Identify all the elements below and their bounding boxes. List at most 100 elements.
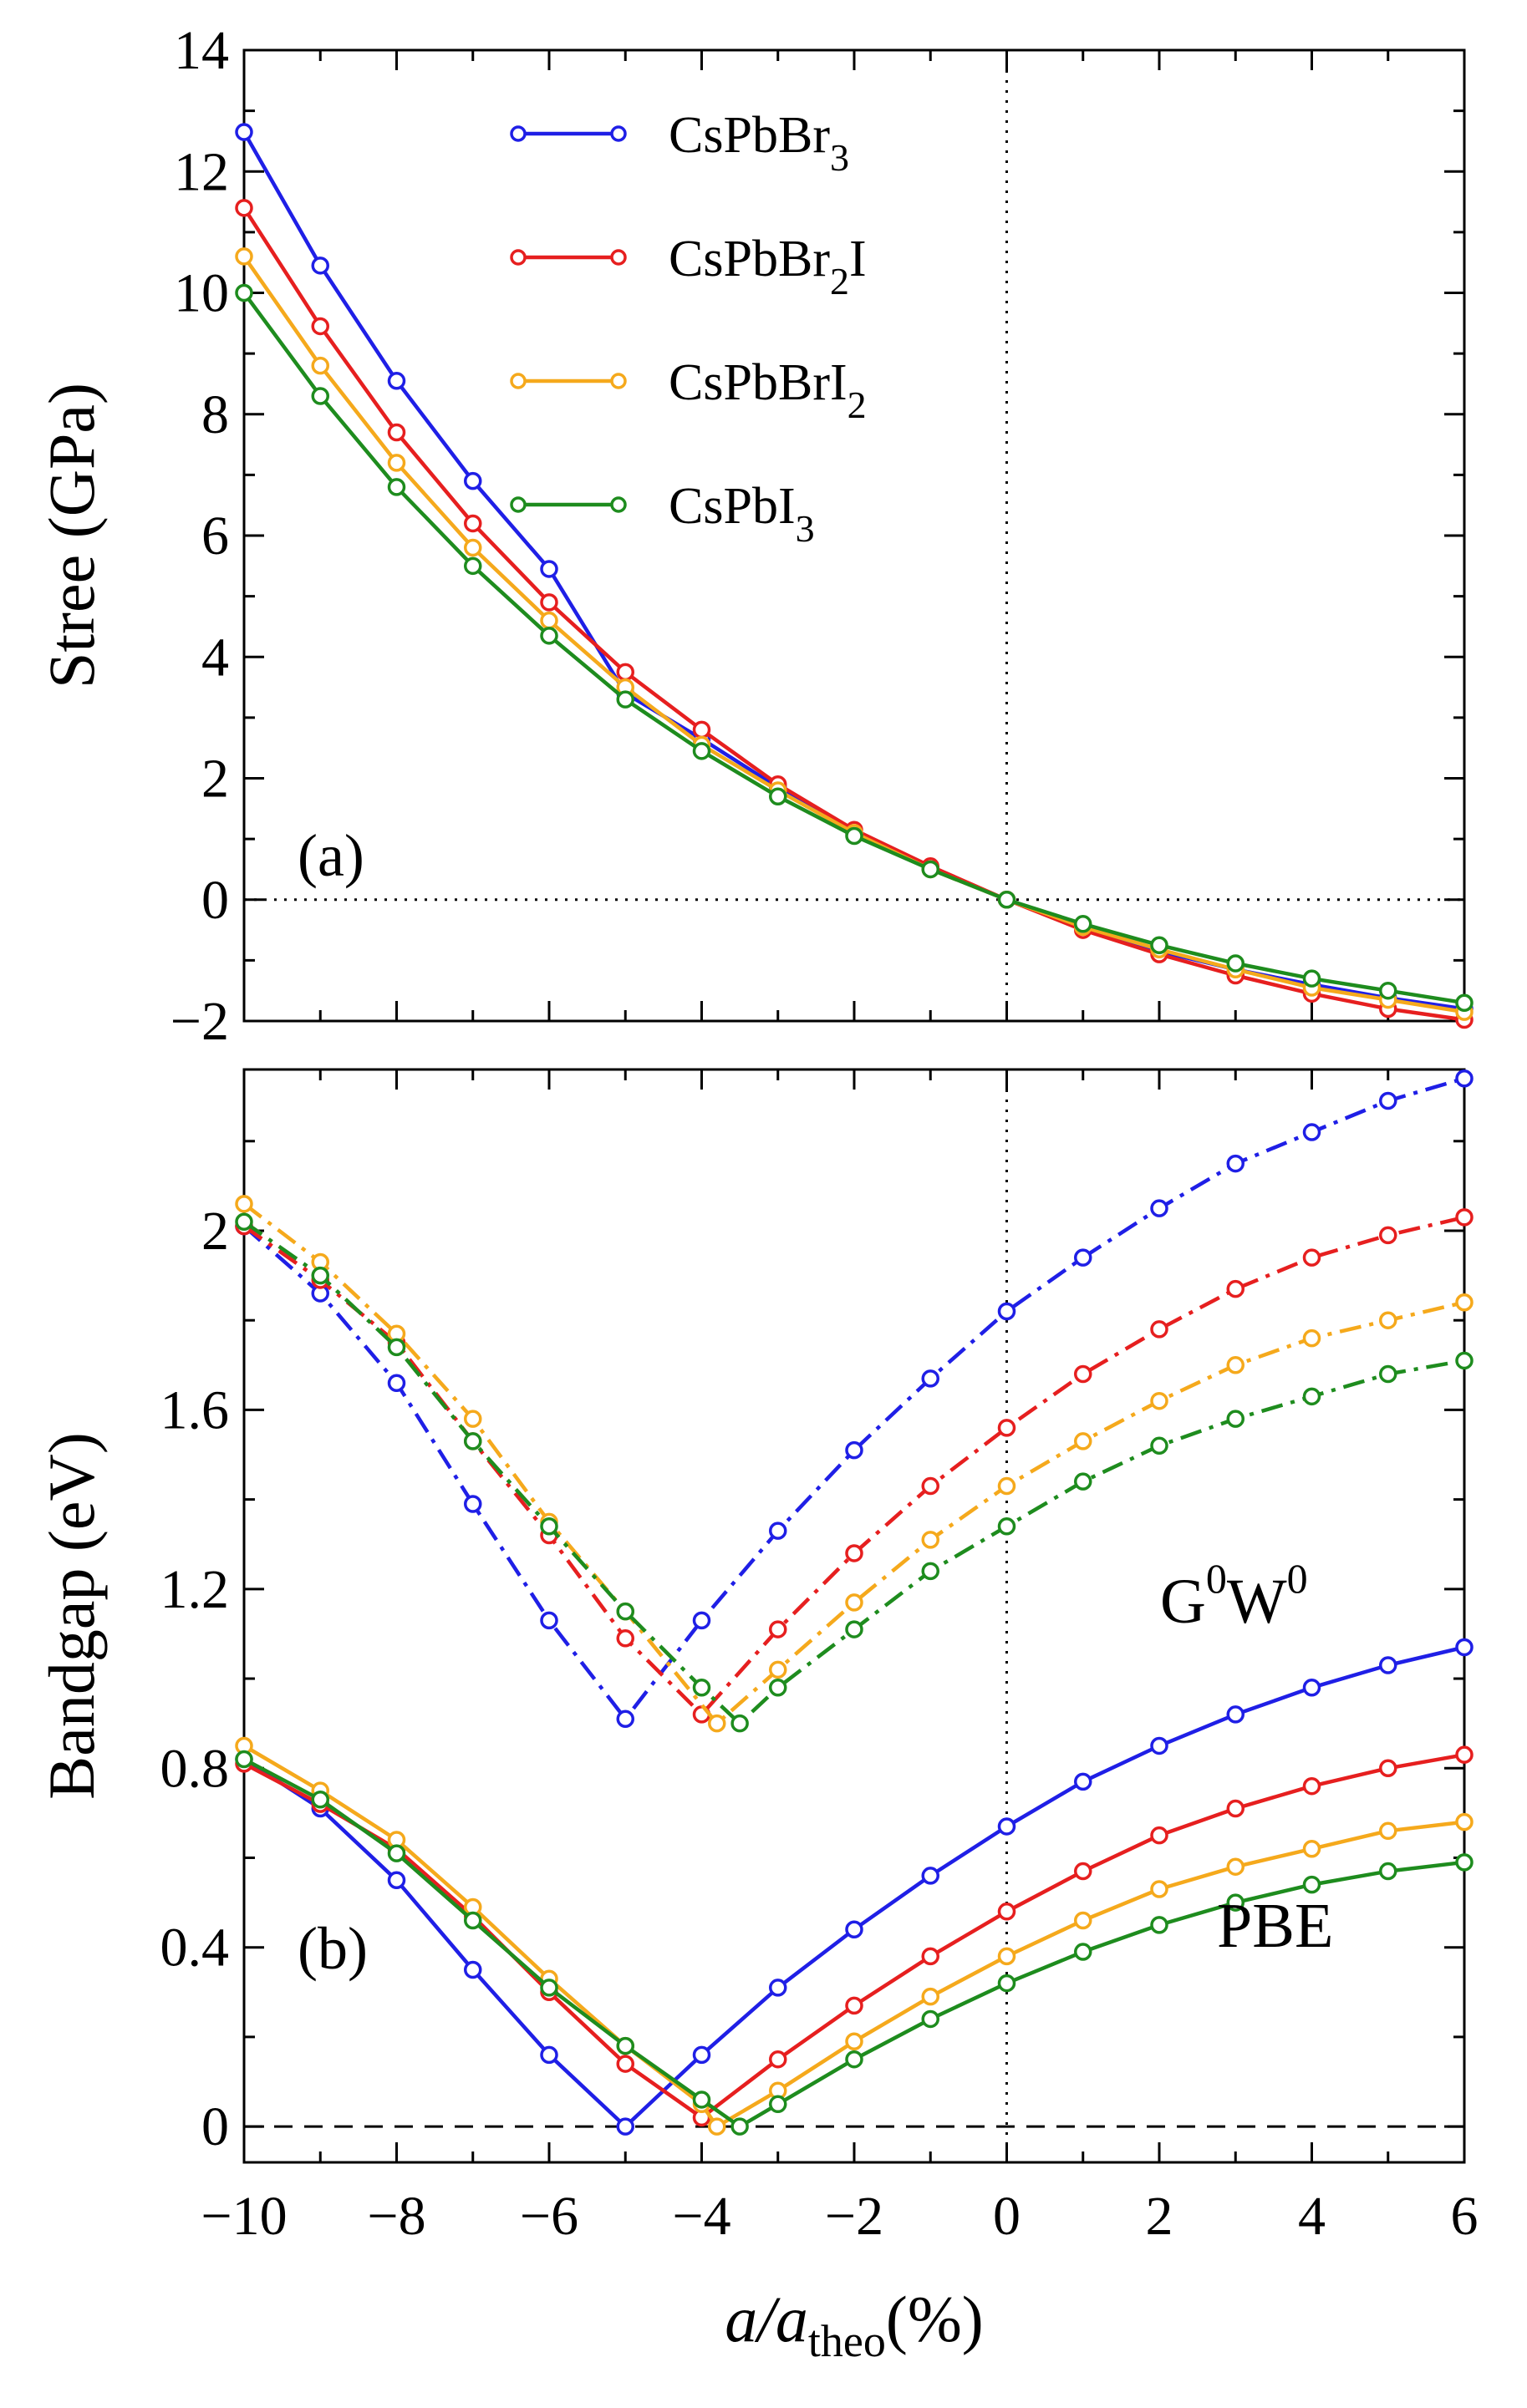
data-point-CsPbI3 [997, 1517, 1016, 1536]
panel-b-bandgap: 0 0.4 0.8 1.2 1.6 2 Bandgap (eV) (b) G0W0 PBE [35, 1068, 1474, 2164]
y-tick-label: 10 [174, 263, 229, 324]
data-point-CsPbBrI2 [387, 454, 406, 472]
y-tick-label: 1.6 [160, 1379, 230, 1440]
data-point-CsPbI3 [730, 1714, 749, 1733]
data-point-CsPbBrI2 [1150, 1880, 1168, 1898]
data-point-CsPbI3 [387, 478, 406, 496]
panel-label: (a) [298, 822, 364, 889]
data-point-CsPbBr3 [387, 1374, 406, 1392]
y-tick-label: 1.2 [160, 1559, 230, 1620]
data-point-CsPbBr3 [540, 560, 558, 578]
data-point-CsPbI3 [1379, 981, 1397, 1000]
series-line-CsPbI3 [242, 1220, 1465, 1725]
data-point-CsPbI3 [235, 1212, 253, 1232]
x-tick-label: −8 [367, 2186, 425, 2247]
data-point-CsPbBr2I [616, 663, 634, 682]
data-point-CsPbI3 [616, 690, 634, 709]
data-point-CsPbBr3 [769, 1522, 787, 1540]
data-point-CsPbI3 [1455, 993, 1474, 1012]
data-point-CsPbBr2I [1150, 1826, 1168, 1845]
data-point-CsPbBrI2 [464, 538, 482, 557]
legend-marker [510, 373, 527, 389]
data-point-CsPbBr3 [616, 1709, 634, 1729]
data-point-CsPbBr3 [769, 1979, 787, 1997]
data-point-CsPbI3 [1150, 1916, 1168, 1934]
data-point-CsPbBr2I [1226, 1279, 1245, 1298]
data-point-CsPbI3 [1302, 1875, 1321, 1894]
data-point-CsPbI3 [311, 1791, 329, 1809]
data-point-CsPbBr3 [235, 123, 253, 141]
y-tick-label: 6 [201, 505, 229, 566]
data-point-CsPbBr3 [1074, 1772, 1092, 1791]
data-point-CsPbBrI2 [997, 1476, 1016, 1496]
data-point-CsPbBrI2 [708, 1714, 726, 1733]
data-point-CsPbBr3 [387, 1871, 406, 1890]
data-point-CsPbBr2I [769, 1620, 787, 1638]
data-point-CsPbBr3 [464, 471, 482, 490]
y-tick-label: 8 [201, 384, 229, 445]
data-point-CsPbBrI2 [1455, 1293, 1474, 1312]
legend-entry-CsPbBrI2: CsPbBrI2 [669, 354, 867, 426]
data-point-CsPbI3 [997, 1974, 1016, 1993]
data-point-CsPbBrI2 [708, 2117, 726, 2136]
data-point-CsPbI3 [845, 2050, 863, 2069]
data-point-CsPbI3 [311, 387, 329, 405]
data-point-CsPbBrI2 [921, 1987, 939, 2006]
data-point-CsPbBrI2 [1379, 1821, 1397, 1841]
data-point-CsPbBr3 [1302, 1123, 1321, 1141]
data-point-CsPbBr3 [1226, 1154, 1245, 1173]
y-tick-label: −2 [171, 991, 229, 1052]
data-point-CsPbI3 [692, 1679, 711, 1697]
data-point-CsPbBr3 [1455, 1638, 1474, 1657]
legend-marker [610, 373, 627, 389]
x-tick-label: −10 [201, 2186, 287, 2247]
y-tick-label: 2 [201, 1201, 229, 1262]
data-point-CsPbBr2I [997, 1419, 1016, 1437]
data-point-CsPbBrI2 [845, 2032, 863, 2051]
data-point-CsPbBr3 [1150, 1199, 1168, 1217]
data-point-CsPbI3 [769, 787, 787, 806]
data-point-CsPbBrI2 [997, 1947, 1016, 1966]
data-point-CsPbBr3 [845, 1440, 863, 1460]
data-point-CsPbBrI2 [845, 1593, 863, 1612]
data-point-CsPbBr3 [1455, 1069, 1474, 1088]
data-point-CsPbI3 [1074, 1472, 1092, 1491]
legend-entry-CsPbBr2I: CsPbBr2I [669, 231, 867, 302]
method-label-pbe: PBE [1217, 1891, 1333, 1961]
data-point-CsPbBrI2 [540, 611, 558, 630]
data-point-CsPbI3 [1226, 954, 1245, 973]
data-point-CsPbBrI2 [1226, 1857, 1245, 1876]
data-point-CsPbBr2I [616, 2055, 634, 2073]
data-point-CsPbI3 [845, 826, 863, 846]
data-point-CsPbBr2I [997, 1903, 1016, 1921]
data-point-CsPbBr2I [1379, 1226, 1397, 1245]
data-point-CsPbBr2I [235, 199, 253, 217]
data-point-CsPbI3 [921, 860, 939, 879]
data-point-CsPbI3 [616, 2036, 634, 2055]
panel-label: (b) [298, 1915, 368, 1982]
series-line-CsPbBrI2 [242, 1202, 1465, 1725]
x-tick-label: 2 [1146, 2186, 1173, 2247]
x-tick-label: 4 [1298, 2186, 1326, 2247]
data-point-CsPbBrI2 [1379, 1311, 1397, 1329]
data-point-CsPbI3 [616, 1602, 634, 1621]
data-point-CsPbBr2I [311, 317, 329, 336]
x-tick-label: 6 [1451, 2186, 1479, 2247]
series-line-CsPbBr3 [242, 1076, 1465, 1721]
x-tick-label: −6 [520, 2186, 578, 2247]
data-point-CsPbBr2I [1074, 1364, 1092, 1384]
y-tick-label: 0 [201, 870, 229, 931]
data-point-CsPbI3 [692, 742, 711, 760]
data-point-CsPbBr3 [692, 1611, 711, 1630]
data-point-CsPbI3 [921, 2009, 939, 2029]
legend-marker [610, 125, 627, 142]
data-point-CsPbI3 [1074, 915, 1092, 933]
legend-marker [510, 249, 527, 266]
x-tick-label: 0 [993, 2186, 1021, 2247]
data-point-CsPbI3 [1150, 1436, 1168, 1455]
data-point-CsPbBr3 [464, 1495, 482, 1513]
data-point-CsPbBr3 [616, 2117, 634, 2136]
data-point-CsPbI3 [387, 1844, 406, 1862]
data-point-CsPbBr3 [997, 1302, 1016, 1321]
x-tick-label: −4 [672, 2186, 730, 2247]
